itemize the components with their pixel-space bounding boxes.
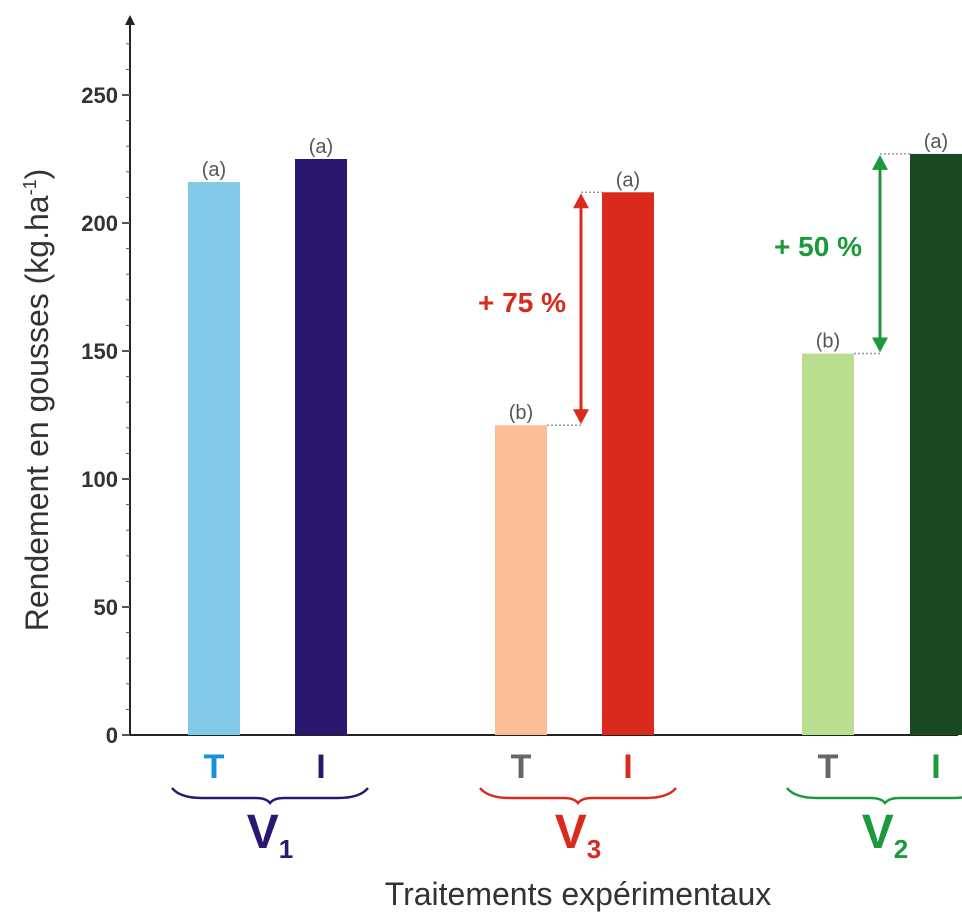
group-label-letter: V [555,806,587,859]
treatment-label: T [511,748,532,786]
treatment-label: T [818,748,839,786]
group-brace [786,787,962,805]
y-tick-label: 200 [81,211,118,236]
group-label-subscript: 1 [279,834,293,864]
y-axis-title-close: ) [19,169,55,180]
group-label: V2 [862,806,908,864]
group-brace [171,787,369,805]
treatment-label: T [204,748,225,786]
y-axis-title-sup: -1 [20,179,40,195]
bar [295,159,347,735]
group-label: V3 [555,806,601,864]
y-tick-label: 0 [106,723,118,748]
y-tick-label: 50 [94,595,118,620]
percent-change-label: + 50 % [774,231,862,262]
group-label-letter: V [862,806,894,859]
y-axis-title: Rendement en gousses (kg.ha-1) [19,169,55,632]
change-arrow-head [573,193,589,209]
group-brace [479,787,677,805]
significance-label: (a) [309,136,333,158]
bars: (a) (a) (b) (a) (b) (a) [188,131,962,736]
change-arrow-head [872,337,888,353]
significance-label: (b) [509,402,533,424]
bar [910,153,962,735]
treatment-label: I [316,748,325,786]
y-tick-label: 250 [81,83,118,108]
change-arrow-head [872,154,888,170]
group-label-subscript: 2 [894,834,908,864]
change-arrow-head [573,409,589,425]
treatment-label: I [931,748,940,786]
y-tick-label: 150 [81,339,118,364]
group-label-letter: V [247,806,279,859]
bar [602,192,654,735]
bar [802,353,854,735]
significance-label: (a) [616,169,640,191]
bar [188,182,240,736]
x-axis-title: Traitements expérimentaux [385,876,772,912]
group-label-subscript: 3 [587,834,601,864]
significance-label: (a) [202,159,226,181]
y-tick-label: 100 [81,467,118,492]
x-labels: T I T I T IV1 V3 V2 [171,748,962,864]
annotations: + 75 % + 50 % [478,153,910,426]
significance-label: (a) [924,131,948,153]
group-label: V1 [247,806,293,864]
bar [495,425,547,735]
treatment-label: I [623,748,632,786]
y-axis-arrow [125,15,135,25]
y-axis-title-main: Rendement en gousses (kg.ha [19,195,55,631]
y-ticks: 0 50 100 150 200 250 [81,43,130,748]
significance-label: (b) [816,331,840,353]
percent-change-label: + 75 % [478,287,566,318]
